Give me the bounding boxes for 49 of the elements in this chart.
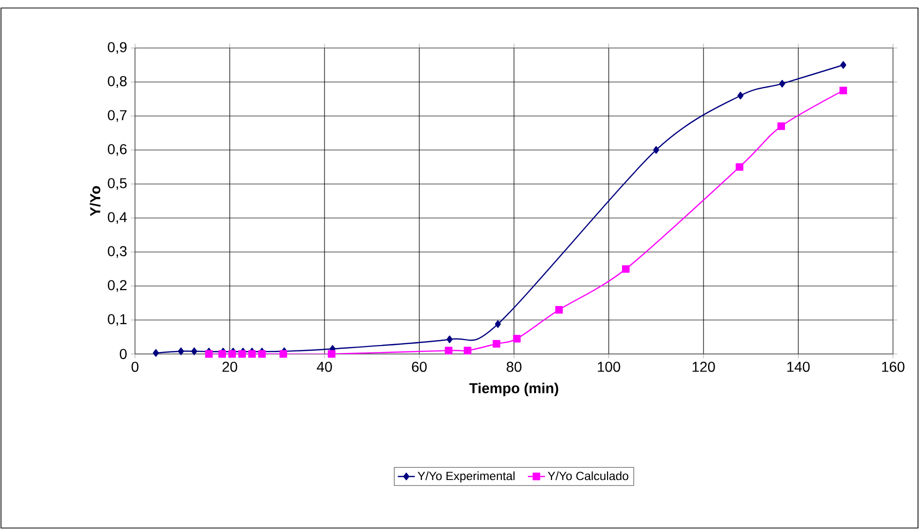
point (622, 265, 630, 273)
y-axis-title: Y/Yo (90, 186, 100, 216)
x-tick-label: 80 (506, 362, 522, 372)
point (178, 347, 184, 356)
legend-label: Y/Yo Experimental (418, 471, 515, 483)
legend-label: Y/Yo Calculado (548, 471, 628, 480)
point (238, 350, 246, 358)
x-axis-title: Tiempo (min) (469, 382, 558, 396)
point (228, 350, 236, 358)
point (777, 122, 786, 130)
point (736, 163, 744, 171)
point (464, 346, 472, 354)
point (492, 340, 500, 348)
point (513, 334, 521, 342)
point (218, 350, 226, 358)
x-tick-label: 160 (882, 362, 904, 372)
point (328, 350, 336, 358)
x-tick-label: 20 (222, 362, 238, 372)
x-tick-label: 100 (598, 362, 620, 372)
point (653, 146, 660, 154)
point (191, 347, 198, 356)
y-tick-label: 0,8 (108, 76, 127, 88)
point (446, 336, 453, 344)
x-tick-label: 60 (412, 362, 427, 372)
point (737, 92, 744, 100)
y-tick-label: 0 (120, 348, 127, 360)
point (248, 350, 256, 358)
point (779, 80, 786, 88)
y-tick-label: 0,2 (108, 280, 127, 292)
point (258, 350, 266, 358)
y-tick-label: 0,3 (108, 246, 127, 258)
point (152, 349, 159, 357)
x-tick-label: 0 (132, 362, 138, 372)
point (494, 320, 501, 328)
y-tick-label: 0,9 (108, 42, 127, 54)
point (839, 86, 848, 94)
point (555, 306, 563, 314)
point (444, 346, 452, 354)
x-tick-label: 40 (316, 362, 332, 372)
point (205, 350, 213, 358)
y-tick-label: 0,4 (108, 212, 127, 224)
point (279, 350, 288, 358)
y-tick-label: 0,7 (108, 110, 127, 122)
point (840, 61, 846, 69)
y-tick-label: 0,1 (108, 314, 127, 326)
y-tick-label: 0,5 (108, 178, 127, 190)
x-tick-label: 120 (692, 362, 715, 372)
y-tick-label: 0,6 (108, 144, 127, 156)
x-tick-label: 140 (787, 362, 810, 372)
